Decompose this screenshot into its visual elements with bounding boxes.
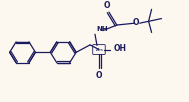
Text: Abs: Abs [95, 48, 103, 52]
Text: O: O [133, 18, 139, 27]
Text: NH: NH [96, 26, 108, 32]
FancyBboxPatch shape [93, 45, 105, 54]
Text: O: O [104, 1, 110, 10]
Text: OH: OH [113, 44, 126, 53]
Text: O: O [96, 71, 102, 80]
